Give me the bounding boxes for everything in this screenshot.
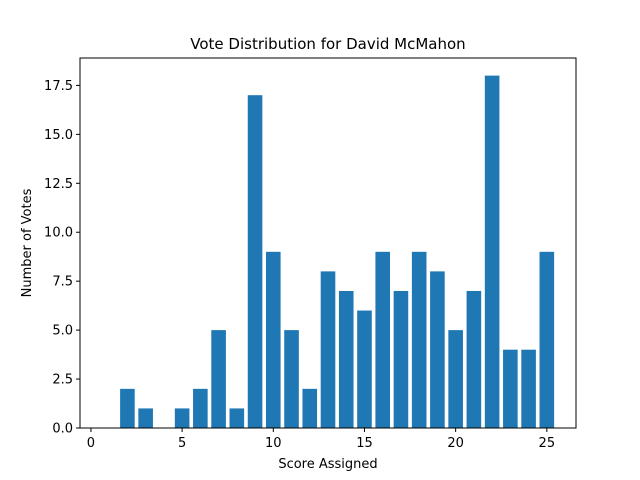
bar-score-10: [266, 251, 281, 428]
y-tick-label: 10.0: [44, 226, 73, 241]
bars-group: [120, 75, 555, 428]
bar-score-6: [193, 388, 208, 428]
x-tick-label: 15: [356, 436, 373, 451]
bar-score-21: [466, 290, 482, 428]
bar-score-2: [120, 388, 135, 428]
bar-score-7: [211, 330, 226, 428]
bar-score-15: [357, 310, 372, 428]
bar-score-18: [411, 251, 427, 428]
x-tick-label: 20: [447, 436, 464, 451]
bar-score-19: [430, 271, 445, 428]
bar-score-8: [229, 408, 245, 428]
y-axis: 0.0 2.5 5.0 7.5 10.0 12.5 15.0 17.5: [44, 79, 80, 437]
x-tick-label: 5: [178, 436, 186, 451]
x-tick-label: 0: [87, 436, 95, 451]
y-tick-label: 2.5: [52, 373, 73, 388]
y-axis-label: Number of Votes: [20, 188, 35, 297]
y-tick-label: 17.5: [44, 79, 73, 94]
bar-score-13: [320, 271, 336, 428]
x-tick-label: 10: [265, 436, 282, 451]
bar-score-9: [247, 95, 263, 428]
bar-score-16: [375, 251, 390, 428]
chart-title: Vote Distribution for David McMahon: [190, 35, 465, 53]
bar-score-23: [503, 349, 518, 428]
bar-score-5: [174, 408, 190, 428]
x-tick-label: 25: [539, 436, 556, 451]
bar-score-22: [484, 75, 500, 428]
x-axis: 0 5 10 15 20 25: [87, 428, 555, 451]
y-tick-label: 12.5: [44, 177, 73, 192]
plot-frame: [79, 57, 577, 429]
bar-score-25: [539, 251, 555, 428]
bar-score-3: [138, 408, 153, 428]
y-tick-label: 15.0: [44, 128, 73, 143]
y-tick-label: 5.0: [52, 324, 73, 339]
bar-score-20: [448, 330, 463, 428]
bar-score-11: [284, 330, 299, 428]
bar-score-24: [521, 349, 536, 428]
bar-score-12: [302, 388, 318, 428]
y-tick-label: 0.0: [52, 422, 73, 437]
y-tick-label: 7.5: [52, 275, 73, 290]
x-axis-label: Score Assigned: [278, 457, 377, 472]
bar-score-14: [338, 290, 354, 428]
bar-score-17: [393, 290, 409, 428]
